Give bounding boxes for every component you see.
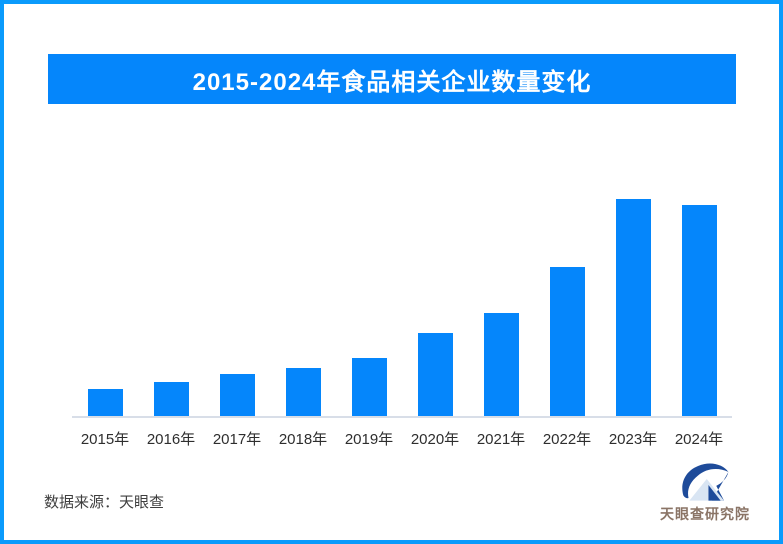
bar-2017年 <box>219 374 255 417</box>
x-tick-label: 2023年 <box>608 431 658 448</box>
data-source-note: 数据来源：天眼查 <box>44 494 165 511</box>
chart-title: 2015-2024年食品相关企业数量变化 <box>192 68 592 96</box>
x-tick-label: 2020年 <box>410 431 460 448</box>
bar-chart-plot <box>72 157 732 417</box>
x-tick-label: 2017年 <box>212 431 262 448</box>
bar-2022年 <box>549 267 585 417</box>
bar-column <box>270 157 336 417</box>
bar-column <box>534 157 600 417</box>
bar-2023年 <box>615 199 651 417</box>
bar-2024年 <box>681 205 717 417</box>
x-axis-labels: 2015年 2016年 2017年 2018年 2019年 2020年 2021年 2022年… <box>72 428 732 449</box>
x-tick-label: 2019年 <box>344 431 394 448</box>
bar-2018年 <box>285 367 321 417</box>
bar-column <box>468 157 534 417</box>
tianyancha-eye-icon <box>682 463 729 501</box>
bar-column <box>204 157 270 417</box>
logo-text: 天眼查研究院 <box>660 506 750 522</box>
x-tick-label: 2021年 <box>476 431 526 448</box>
bar-2019年 <box>351 357 387 417</box>
x-tick-label: 2024年 <box>674 431 724 448</box>
bar-column <box>138 157 204 417</box>
bar-column <box>600 157 666 417</box>
bar-column <box>336 157 402 417</box>
x-axis-line <box>72 416 732 418</box>
chart-title-banner: 2015-2024年食品相关企业数量变化 <box>48 54 736 104</box>
x-tick-label: 2015年 <box>80 431 130 448</box>
bar-column <box>666 157 732 417</box>
bar-2015年 <box>87 389 123 417</box>
x-tick-label: 2018年 <box>278 431 328 448</box>
bar-2020年 <box>417 333 453 417</box>
bar-column <box>402 157 468 417</box>
bar-2021年 <box>483 313 519 417</box>
tianyancha-logo: 天眼查研究院 <box>650 462 760 524</box>
bar-2016年 <box>153 381 189 417</box>
x-tick-label: 2022年 <box>542 431 592 448</box>
x-tick-label: 2016年 <box>146 431 196 448</box>
bar-column <box>72 157 138 417</box>
